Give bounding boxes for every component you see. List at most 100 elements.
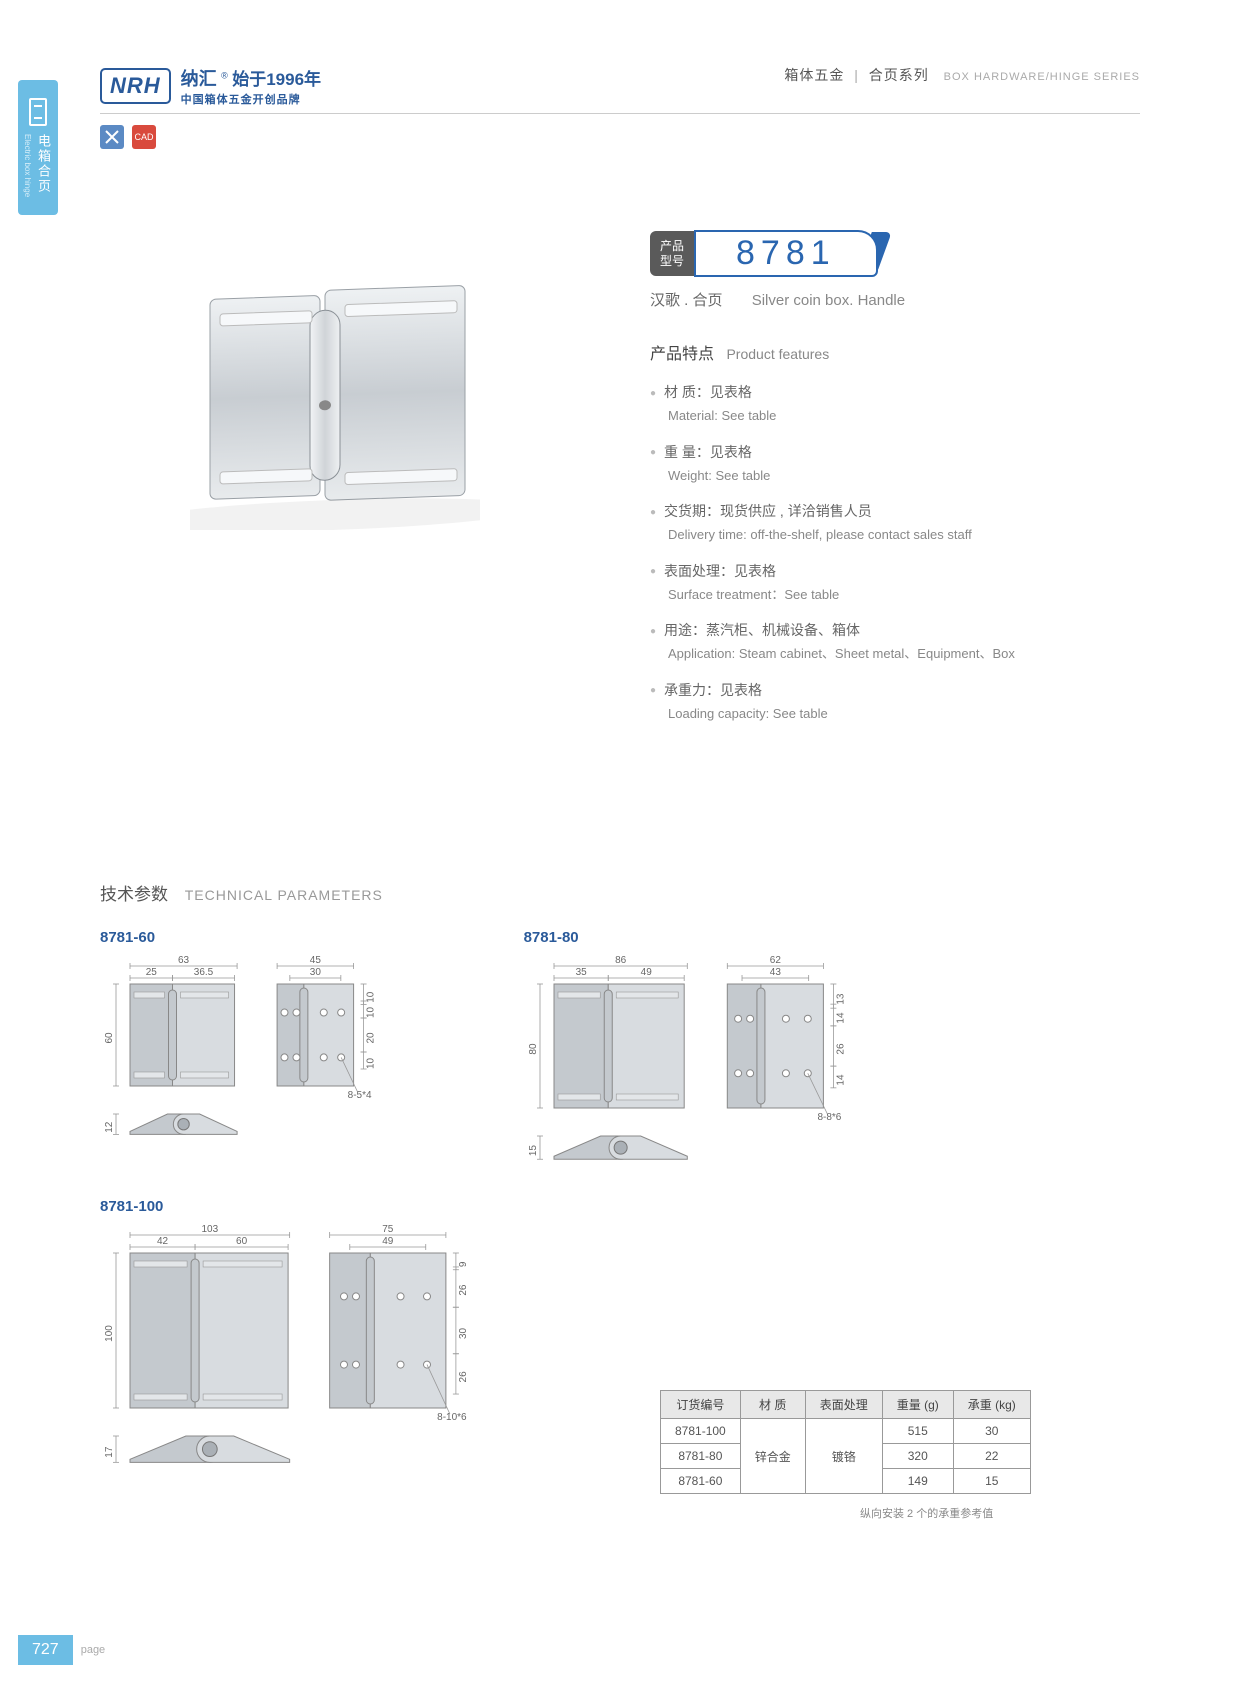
feature-item: 重 量：见表格 Weight: See table bbox=[650, 442, 1140, 486]
table-cell: 15 bbox=[953, 1469, 1030, 1494]
variant-label: 8781-80 bbox=[524, 929, 873, 946]
table-cell: 8781-60 bbox=[661, 1469, 741, 1494]
table-cell: 149 bbox=[882, 1469, 953, 1494]
feature-cn: 承重力：见表格 bbox=[650, 680, 1140, 700]
svg-text:42: 42 bbox=[157, 1236, 169, 1247]
feature-cn: 用途：蒸汽柜、机械设备、箱体 bbox=[650, 620, 1140, 640]
svg-text:75: 75 bbox=[382, 1225, 394, 1235]
svg-text:35: 35 bbox=[575, 967, 587, 978]
logo-year: 始于1996年 bbox=[232, 70, 321, 89]
table-cell: 30 bbox=[953, 1419, 1030, 1444]
hinge-icon bbox=[29, 98, 47, 126]
feature-cn: 重 量：见表格 bbox=[650, 442, 1140, 462]
logo-block: NRH 纳汇 ® 始于1996年 中国箱体五金开创品牌 bbox=[100, 65, 321, 107]
header-cat-en: BOX HARDWARE/HINGE SERIES bbox=[944, 71, 1140, 83]
svg-text:103: 103 bbox=[201, 1225, 218, 1235]
header-underline bbox=[100, 113, 1140, 114]
header-category: 箱体五金 | 合页系列 BOX HARDWARE/HINGE SERIES bbox=[784, 65, 1140, 85]
features-heading: 产品特点 Product features bbox=[650, 340, 1140, 364]
features-heading-en: Product features bbox=[726, 346, 829, 362]
svg-text:60: 60 bbox=[236, 1236, 248, 1247]
svg-text:43: 43 bbox=[769, 967, 781, 978]
table-cell: 515 bbox=[882, 1419, 953, 1444]
svg-text:17: 17 bbox=[104, 1446, 115, 1458]
feature-en: Weight: See table bbox=[668, 466, 1140, 486]
diagram-group: 8781-80 86 35 49 80 62 bbox=[524, 929, 873, 1178]
table-header-cell: 材 质 bbox=[740, 1391, 805, 1419]
svg-text:14: 14 bbox=[835, 1074, 846, 1086]
side-tab-cn: 电箱合页 bbox=[34, 134, 53, 197]
svg-text:26: 26 bbox=[458, 1371, 469, 1383]
table-header-cell: 重量 (g) bbox=[882, 1391, 953, 1419]
variant-drawing: 86 35 49 80 62 43 bbox=[524, 956, 873, 1178]
svg-text:86: 86 bbox=[615, 956, 627, 966]
feature-item: 交货期：现货供应 , 详洽销售人员 Delivery time: off-the… bbox=[650, 501, 1140, 545]
feature-cn: 表面处理：见表格 bbox=[650, 561, 1140, 581]
page-label: page bbox=[81, 1644, 105, 1656]
tech-title-cn: 技术参数 bbox=[100, 885, 168, 904]
diagram-group: 8781-100 103 42 60 100 bbox=[100, 1198, 620, 1481]
svg-text:9: 9 bbox=[458, 1261, 469, 1267]
svg-text:10: 10 bbox=[366, 991, 377, 1003]
side-tab-en: Electric box hinge bbox=[23, 134, 32, 197]
svg-text:20: 20 bbox=[366, 1032, 377, 1044]
product-photo bbox=[190, 260, 480, 530]
table-header-cell: 承重 (kg) bbox=[953, 1391, 1030, 1419]
table-cell: 22 bbox=[953, 1444, 1030, 1469]
svg-text:15: 15 bbox=[528, 1145, 539, 1157]
feature-en: Delivery time: off-the-shelf, please con… bbox=[668, 525, 1140, 545]
svg-text:25: 25 bbox=[146, 967, 158, 978]
table-note: 纵向安装 2 个的承重参考值 bbox=[860, 1505, 993, 1521]
subtitle-en: Silver coin box. Handle bbox=[752, 292, 905, 309]
svg-text:13: 13 bbox=[835, 993, 846, 1005]
model-number: 8781 bbox=[694, 230, 878, 277]
feature-en: Application: Steam cabinet、Sheet metal、E… bbox=[668, 644, 1140, 664]
variant-label: 8781-100 bbox=[100, 1198, 620, 1215]
variant-drawing: 103 42 60 100 75 49 bbox=[100, 1225, 620, 1481]
feature-item: 表面处理：见表格 Surface treatment：See table bbox=[650, 561, 1140, 605]
product-subtitle: 汉歌 . 合页 Silver coin box. Handle bbox=[650, 289, 1140, 310]
table-cell: 8781-80 bbox=[661, 1444, 741, 1469]
header-cat-cn1: 箱体五金 bbox=[784, 67, 844, 83]
svg-text:62: 62 bbox=[769, 956, 781, 966]
table-cell: 8781-100 bbox=[661, 1419, 741, 1444]
subtitle-cn: 汉歌 . 合页 bbox=[650, 292, 723, 309]
feature-cn: 交货期：现货供应 , 详洽销售人员 bbox=[650, 501, 1140, 521]
svg-text:14: 14 bbox=[835, 1012, 846, 1024]
svg-text:60: 60 bbox=[104, 1032, 115, 1044]
svg-text:12: 12 bbox=[104, 1121, 115, 1133]
svg-text:10: 10 bbox=[366, 1057, 377, 1069]
tech-title-en: TECHNICAL PARAMETERS bbox=[185, 887, 383, 903]
logo-badge: NRH bbox=[100, 68, 171, 104]
table-row: 8781-100锌合金镀铬51530 bbox=[661, 1419, 1031, 1444]
svg-text:8-8*6: 8-8*6 bbox=[817, 1112, 841, 1123]
svg-text:30: 30 bbox=[310, 967, 322, 978]
table-header-row: 订货编号材 质表面处理重量 (g)承重 (kg) bbox=[661, 1391, 1031, 1419]
svg-text:45: 45 bbox=[310, 956, 322, 966]
svg-text:8-10*6: 8-10*6 bbox=[437, 1412, 467, 1423]
format-icons: CAD bbox=[100, 125, 156, 149]
svg-text:63: 63 bbox=[178, 956, 190, 966]
table-cell: 320 bbox=[882, 1444, 953, 1469]
spec-table: 订货编号材 质表面处理重量 (g)承重 (kg) 8781-100锌合金镀铬51… bbox=[660, 1390, 1031, 1494]
tech-title: 技术参数 TECHNICAL PARAMETERS bbox=[100, 880, 1140, 905]
side-category-tab: Electric box hinge 电箱合页 bbox=[18, 80, 58, 215]
svg-text:100: 100 bbox=[104, 1325, 115, 1342]
model-label: 产品 型号 bbox=[650, 231, 694, 276]
variant-drawing: 63 25 36.5 60 45 30 bbox=[100, 956, 404, 1153]
table-cell: 锌合金 bbox=[740, 1419, 805, 1494]
table-header-cell: 表面处理 bbox=[805, 1391, 882, 1419]
svg-text:8-5*4: 8-5*4 bbox=[348, 1090, 372, 1101]
svg-text:26: 26 bbox=[835, 1043, 846, 1055]
variant-label: 8781-60 bbox=[100, 929, 404, 946]
svg-text:26: 26 bbox=[458, 1284, 469, 1296]
feature-item: 材 质：见表格 Material: See table bbox=[650, 382, 1140, 426]
svg-text:49: 49 bbox=[640, 967, 652, 978]
svg-text:30: 30 bbox=[458, 1328, 469, 1340]
table-header-cell: 订货编号 bbox=[661, 1391, 741, 1419]
svg-text:10: 10 bbox=[366, 1006, 377, 1018]
svg-text:49: 49 bbox=[382, 1236, 394, 1247]
feature-en: Material: See table bbox=[668, 406, 1140, 426]
feature-item: 承重力：见表格 Loading capacity: See table bbox=[650, 680, 1140, 724]
page-number: 727 bbox=[18, 1635, 73, 1665]
